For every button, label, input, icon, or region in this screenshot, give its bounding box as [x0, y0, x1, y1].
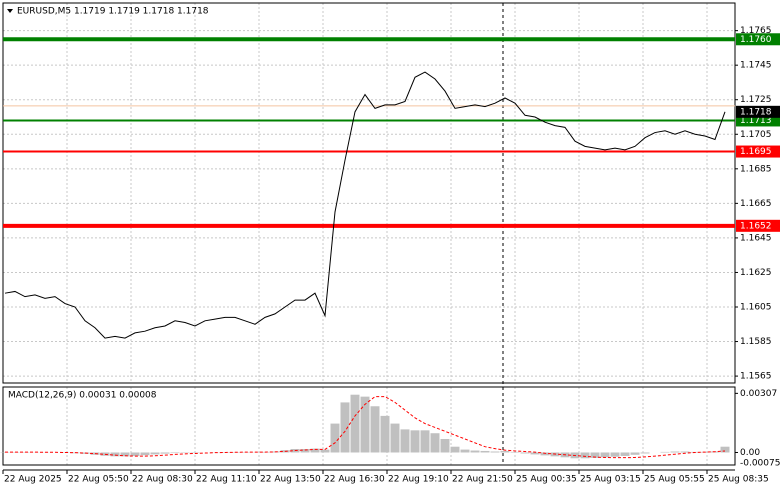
macd-tick-label: 0.00: [740, 448, 760, 458]
level-label-bg: [736, 33, 780, 46]
macd-bar: [680, 451, 690, 453]
y-tick-label: 1.1645: [740, 233, 772, 243]
x-tick-label: 22 Aug 19:10: [388, 475, 449, 485]
level-label: 1.1695: [740, 147, 772, 157]
macd-bar: [640, 452, 650, 454]
macd-tick-label: 0.00307: [740, 389, 777, 399]
x-tick-label: 22 Aug 05:50: [68, 475, 129, 485]
macd-bar: [350, 394, 360, 453]
macd-bar: [340, 402, 350, 453]
y-tick-label: 1.1605: [740, 303, 772, 313]
macd-bar: [660, 451, 670, 453]
y-tick-label: 1.1765: [740, 26, 772, 36]
macd-bar: [330, 423, 340, 453]
macd-bar: [580, 452, 590, 459]
price-line: [4, 71, 726, 339]
macd-bar: [410, 430, 420, 453]
macd-bar: [440, 439, 450, 453]
level-label: 1.1713: [740, 116, 772, 126]
x-tick-label: 22 Aug 11:10: [196, 475, 257, 485]
macd-bar: [310, 448, 320, 453]
price-frame: [2, 2, 736, 384]
macd-bar: [400, 429, 410, 453]
macd-bar: [110, 452, 120, 457]
y-tick-label: 1.1565: [740, 372, 772, 382]
macd-bar: [120, 452, 130, 457]
macd-bar: [490, 451, 500, 453]
macd-bar: [420, 430, 430, 453]
macd-bar: [460, 449, 470, 453]
macd-bar: [610, 452, 620, 457]
y-tick-label: 1.1685: [740, 164, 772, 174]
macd-frame: [2, 386, 736, 466]
price-label-bg: [736, 105, 780, 118]
x-tick-label: 25 Aug 08:35: [708, 475, 769, 485]
x-tick-label: 25 Aug 03:15: [580, 475, 641, 485]
macd-bar: [720, 446, 730, 453]
macd-bar: [480, 450, 490, 453]
macd-bar: [620, 452, 630, 456]
x-tick-label: 25 Aug 05:55: [644, 475, 705, 485]
y-tick-label: 1.1665: [740, 199, 772, 209]
macd-bar: [160, 452, 170, 454]
macd-bar: [170, 452, 180, 454]
y-tick-label: 1.1705: [740, 130, 772, 140]
menu-arrow: [7, 9, 13, 13]
level-label-bg: [736, 219, 780, 232]
macd-bar: [140, 452, 150, 456]
x-tick-label: 25 Aug 00:35: [516, 475, 577, 485]
signal-line: [5, 396, 726, 459]
macd-bar: [520, 452, 530, 454]
level-label-bg: [736, 145, 780, 158]
macd-bar: [510, 451, 520, 453]
y-tick-label: 1.1745: [740, 61, 772, 71]
macd-bar: [600, 452, 610, 458]
macd-bar: [450, 446, 460, 453]
x-tick-label: 22 Aug 21:50: [452, 475, 513, 485]
macd-bar: [670, 451, 680, 453]
macd-bar: [370, 406, 380, 453]
macd-bar: [630, 452, 640, 455]
macd-bar: [390, 423, 400, 453]
chart-title: EURUSD,M5 1.1719 1.1719 1.1718 1.1718: [17, 7, 209, 17]
macd-tick-label: -0.00075: [740, 459, 780, 469]
grid: [3, 3, 735, 465]
macd-bar: [540, 452, 550, 456]
macd-bar: [380, 415, 390, 453]
macd-bar: [430, 433, 440, 453]
level-label: 1.1652: [740, 221, 772, 231]
macd-bar: [360, 396, 370, 453]
macd-bar: [530, 452, 540, 455]
macd-bar: [300, 449, 310, 453]
macd-bar: [500, 450, 510, 453]
macd-bar: [320, 449, 330, 453]
price-label: 1.1718: [740, 107, 772, 117]
macd-bar: [150, 452, 160, 455]
y-tick-label: 1.1625: [740, 268, 772, 278]
x-tick-label: 22 Aug 2025: [4, 475, 62, 485]
macd-bar: [130, 452, 140, 456]
x-tick-label: 22 Aug 08:30: [132, 475, 193, 485]
y-tick-label: 1.1725: [740, 95, 772, 105]
macd-bar: [590, 452, 600, 458]
x-tick-label: 22 Aug 13:50: [260, 475, 321, 485]
x-tick-label: 22 Aug 16:30: [324, 475, 385, 485]
macd-bar: [470, 450, 480, 453]
level-label: 1.1760: [740, 35, 772, 45]
y-tick-label: 1.1585: [740, 337, 772, 347]
macd-title: MACD(12,26,9) 0.00031 0.00008: [8, 391, 157, 401]
